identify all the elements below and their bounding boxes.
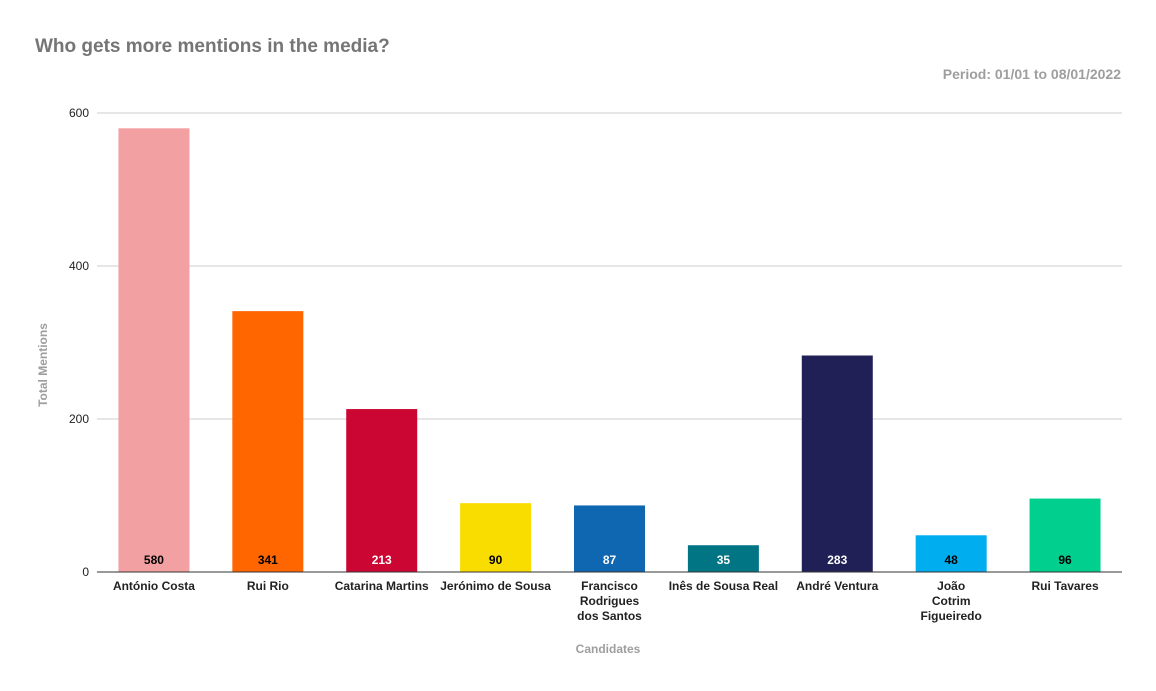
x-tick-label: Rui Tavares [1031, 579, 1098, 593]
y-tick-label: 200 [69, 412, 89, 426]
x-tick-label: Inês de Sousa Real [669, 579, 778, 593]
x-tick-label: Jerónimo de Sousa [440, 579, 551, 593]
x-tick-label: Francisco Rodrigues dos Santos [577, 579, 642, 623]
y-tick-label: 400 [69, 259, 89, 273]
y-tick-label: 600 [69, 106, 89, 120]
bar [574, 505, 645, 572]
x-tick-label: João Cotrim Figueiredo [920, 579, 981, 623]
bar-value-label: 580 [144, 553, 164, 567]
x-axis-title: Candidates [576, 642, 641, 656]
chart-title: Who gets more mentions in the media? [35, 36, 390, 57]
bar [346, 409, 418, 572]
bar-value-label: 48 [944, 553, 958, 567]
bar-value-label: 213 [372, 553, 392, 567]
bar-value-label: 35 [717, 553, 731, 567]
bar-value-label: 90 [489, 553, 503, 567]
x-tick-label: António Costa [113, 579, 195, 593]
bar [460, 503, 532, 572]
chart-subtitle: Period: 01/01 to 08/01/2022 [942, 66, 1121, 82]
y-axis-title: Total Mentions [36, 323, 50, 407]
bar-value-label: 341 [258, 553, 278, 567]
bar [801, 355, 873, 572]
x-tick-label: Rui Rio [247, 579, 289, 593]
bar [232, 311, 304, 572]
bar [915, 535, 987, 572]
x-tick-label: André Ventura [796, 579, 878, 593]
bar [687, 545, 759, 572]
x-tick-label: Catarina Martins [335, 579, 429, 593]
y-tick-label: 0 [82, 565, 89, 579]
bar [118, 128, 190, 573]
bar-value-label: 87 [603, 553, 617, 567]
bar [1029, 498, 1101, 572]
bar-value-label: 96 [1058, 553, 1072, 567]
bar-value-label: 283 [827, 553, 847, 567]
